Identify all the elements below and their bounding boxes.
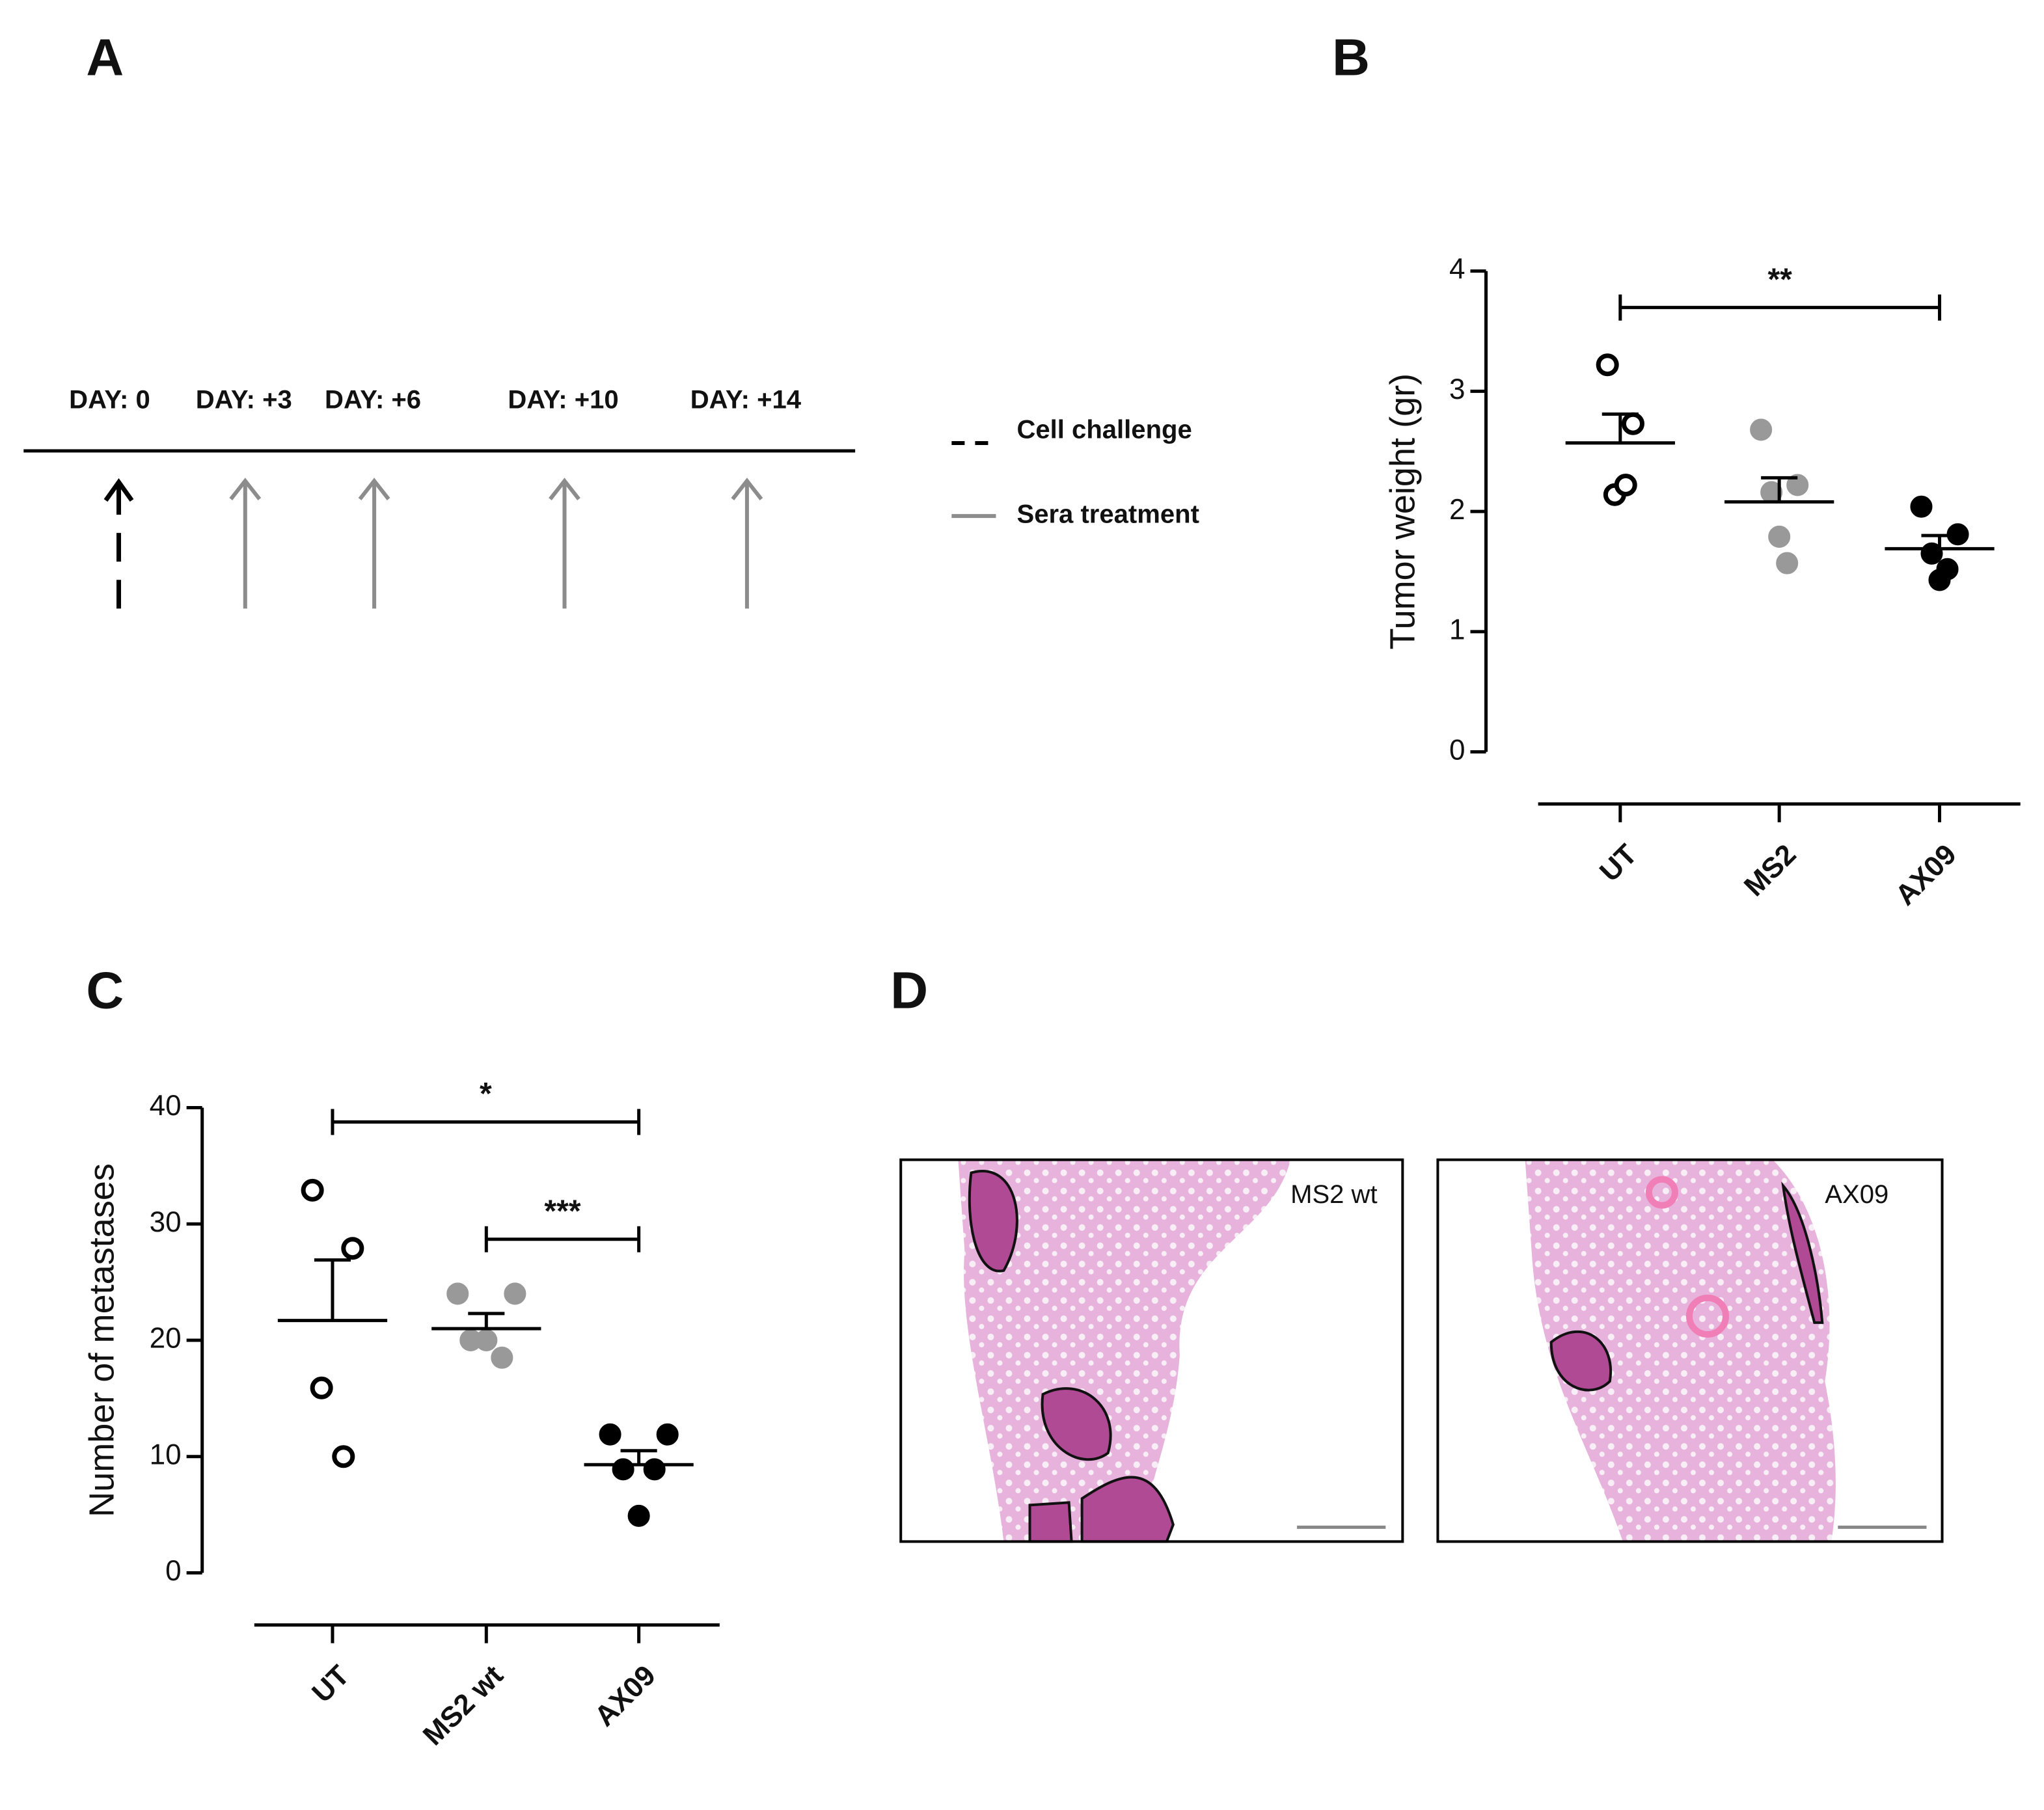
data-point <box>1621 412 1644 435</box>
data-point <box>491 1346 513 1369</box>
y-tick-label: 0 <box>1449 734 1465 766</box>
day-label: DAY: 0 <box>69 385 150 414</box>
day-label: DAY: +14 <box>690 385 802 414</box>
treatment-arrows <box>229 478 763 609</box>
data-point <box>301 1178 324 1202</box>
histology-image <box>899 1158 1404 1543</box>
y-tick-label: 40 <box>150 1090 182 1122</box>
y-tick-label: 10 <box>150 1439 182 1470</box>
panel-label: B <box>1332 27 1370 86</box>
x-tick-label: AX09 <box>588 1659 662 1733</box>
panel-label: D <box>890 960 928 1019</box>
panel-label: A <box>86 27 124 86</box>
data-point <box>1786 474 1809 496</box>
significance-label: *** <box>544 1193 580 1228</box>
day-label: DAY: +6 <box>325 385 421 414</box>
data-point <box>332 1445 355 1468</box>
image-label: MS2 wt <box>1290 1180 1378 1209</box>
x-tick-label: MS2 wt <box>417 1659 510 1751</box>
image-label: AX09 <box>1825 1180 1888 1209</box>
significance-bar <box>331 1109 641 1135</box>
histology-image <box>1436 1158 1944 1543</box>
y-tick-label: 30 <box>150 1206 182 1238</box>
data-point <box>1776 552 1799 574</box>
y-tick-label: 4 <box>1449 253 1465 285</box>
data-point <box>1768 525 1791 548</box>
data-point <box>599 1423 621 1446</box>
y-tick-label: 0 <box>165 1555 182 1587</box>
data-point <box>341 1237 364 1260</box>
y-axis-label: Number of metastases <box>83 1163 122 1517</box>
y-tick-label: 2 <box>1449 494 1465 526</box>
data-point <box>1928 569 1951 591</box>
data-point <box>504 1282 526 1305</box>
y-axis-label: Tumor weight (gr) <box>1383 373 1423 650</box>
challenge-arrow <box>103 478 134 609</box>
data-point <box>310 1376 333 1399</box>
x-tick-label: UT <box>1594 838 1643 887</box>
day-label: DAY: +10 <box>508 385 618 414</box>
x-tick-label: UT <box>306 1659 355 1709</box>
data-point <box>627 1504 650 1527</box>
data-point <box>612 1458 634 1481</box>
day-label: DAY: +3 <box>196 385 292 414</box>
significance-label: ** <box>1767 262 1792 297</box>
data-point <box>1910 495 1933 518</box>
data-point <box>643 1458 666 1481</box>
x-tick-label: MS2 <box>1738 839 1803 903</box>
x-tick-label: AX09 <box>1889 839 1963 912</box>
y-tick-label: 20 <box>150 1323 182 1355</box>
data-point <box>1614 473 1637 497</box>
significance-bar <box>484 1226 641 1252</box>
legend-label: Cell challenge <box>1016 416 1192 444</box>
significance-label: * <box>480 1076 492 1111</box>
data-point <box>475 1329 498 1351</box>
data-point <box>446 1282 469 1305</box>
data-point <box>656 1423 679 1446</box>
data-point <box>1596 353 1619 377</box>
significance-bar <box>1618 294 1942 321</box>
legend-label: Sera treatment <box>1016 500 1199 529</box>
y-tick-label: 3 <box>1449 373 1465 405</box>
data-point <box>1750 418 1773 441</box>
panel-label: C <box>86 960 124 1019</box>
y-tick-label: 1 <box>1449 614 1465 646</box>
